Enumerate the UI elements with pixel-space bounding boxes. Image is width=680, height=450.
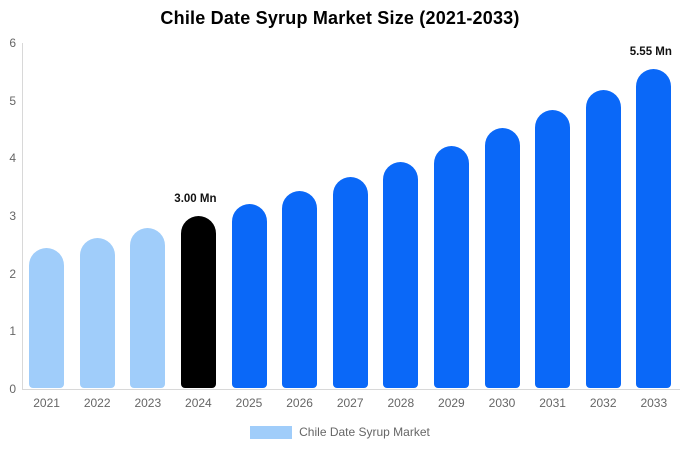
y-axis-line [22, 43, 23, 389]
bar-2029[interactable] [433, 145, 469, 388]
bar-2028[interactable] [383, 161, 419, 388]
chart-title: Chile Date Syrup Market Size (2021-2033) [160, 8, 520, 28]
bar-2022[interactable] [79, 237, 115, 388]
y-tick-label-5: 5 [9, 93, 16, 108]
x-tick-label-2033: 2033 [640, 396, 668, 410]
bar-2030[interactable] [484, 128, 520, 388]
bar-2026[interactable] [282, 190, 318, 388]
y-tick-label-4: 4 [9, 151, 16, 166]
x-tick-label-2029: 2029 [438, 396, 465, 410]
x-tick-label-2026: 2026 [286, 396, 313, 410]
x-tick-label-2027: 2027 [336, 396, 364, 410]
bar-2023[interactable] [130, 227, 166, 388]
legend-item[interactable]: Chile Date Syrup Market [0, 425, 680, 439]
x-tick-label-2030: 2030 [488, 396, 516, 410]
x-tick-label-2028: 2028 [387, 396, 415, 410]
data-label-2033: 5.55 Mn [629, 45, 672, 58]
y-tick-label-0: 0 [9, 382, 16, 396]
bar-2032[interactable] [585, 90, 621, 388]
bar-2021[interactable] [29, 247, 65, 388]
bar-2027[interactable] [332, 176, 368, 388]
legend-label: Chile Date Syrup Market [299, 425, 430, 439]
bar-2033[interactable] [636, 68, 672, 388]
data-label-2024: 3.00 Mn [174, 193, 217, 205]
y-tick-label-6: 6 [9, 36, 16, 50]
y-tick-label-3: 3 [9, 209, 16, 223]
legend-swatch [250, 425, 293, 439]
y-tick-label-2: 2 [9, 266, 16, 281]
y-tick-label-1: 1 [9, 324, 16, 339]
x-tick-label-2021: 2021 [33, 396, 60, 410]
bar-2031[interactable] [535, 109, 571, 388]
x-tick-label-2023: 2023 [134, 396, 162, 410]
bar-2024[interactable] [180, 216, 216, 388]
x-tick-label-2031: 2031 [539, 396, 566, 410]
x-tick-label-2022: 2022 [83, 396, 111, 410]
bar-2025[interactable] [231, 203, 267, 388]
x-tick-label-2025: 2025 [235, 396, 263, 410]
x-axis-line [22, 389, 680, 390]
x-tick-label-2032: 2032 [589, 396, 617, 410]
x-tick-label-2024: 2024 [185, 396, 212, 410]
